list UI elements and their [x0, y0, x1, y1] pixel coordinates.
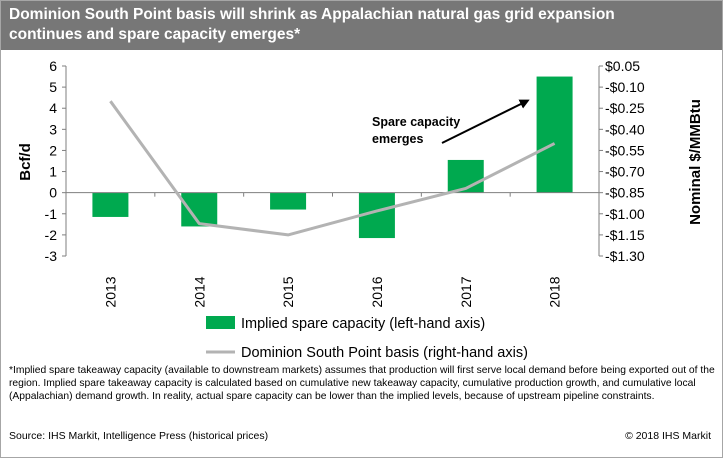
- right-axis-tick-label: -$0.55: [605, 142, 645, 158]
- legend-bar-label: Implied spare capacity (left-hand axis): [241, 316, 485, 332]
- left-axis-tick-label: -2: [45, 227, 58, 243]
- category-label-2014: 2014: [191, 276, 207, 307]
- right-axis-tick-label: -$0.70: [605, 164, 645, 180]
- category-label-2016: 2016: [369, 276, 385, 307]
- left-axis-tick-label: 1: [49, 164, 57, 180]
- category-label-2013: 2013: [102, 276, 118, 307]
- left-axis-tick-label: 2: [49, 142, 57, 158]
- plot-area: 6 5 4 3 2 1 0 -1 -2 -3 $0.05 -$0.10 -$0.25 -$0.40 -$0.…: [45, 58, 645, 308]
- annotation-line-1: Spare capacity: [372, 115, 460, 129]
- right-axis-tick-label: $0.05: [605, 58, 640, 74]
- category-label-2018: 2018: [547, 276, 563, 307]
- right-axis-tick-label: -$0.85: [605, 185, 645, 201]
- source-note: Source: IHS Markit, Intelligence Press (…: [9, 430, 269, 442]
- right-axis-tick-label: -$1.15: [605, 227, 645, 243]
- right-axis-label: Nominal $/MMBtu: [687, 99, 704, 225]
- left-axis-tick-label: 4: [49, 100, 57, 116]
- right-axis-tick-label: -$1.30: [605, 248, 645, 264]
- left-axis-tick-label: 0: [49, 185, 57, 201]
- copyright-note: © 2018 IHS Markit: [625, 430, 711, 442]
- left-axis-tick-label: 3: [49, 121, 57, 137]
- left-axis-tick-label: 6: [49, 58, 57, 74]
- chart-title-line-1: Dominion South Point basis will shrink a…: [9, 6, 615, 23]
- chart-header: Dominion South Point basis will shrink a…: [1, 1, 722, 50]
- legend-bar-swatch: [206, 316, 235, 329]
- category-label-2017: 2017: [458, 276, 474, 307]
- bar-2013: [92, 192, 129, 217]
- legend-line-label: Dominion South Point basis (right-hand a…: [241, 345, 528, 361]
- annotation-arrow: [441, 99, 530, 144]
- category-label-2015: 2015: [280, 276, 296, 307]
- left-axis-tick-label: -3: [45, 248, 58, 264]
- bar-2015: [270, 192, 307, 210]
- footnote: *Implied spare takeaway capacity (availa…: [9, 365, 715, 402]
- chart-title-line-2: continues and spare capacity emerges*: [9, 26, 301, 43]
- annotation-line-2: emerges: [372, 132, 423, 146]
- right-axis-tick-label: -$0.40: [605, 121, 645, 137]
- bar-2018: [536, 76, 573, 193]
- left-axis-tick-label: 5: [49, 79, 57, 95]
- right-axis-tick-label: -$0.10: [605, 79, 645, 95]
- left-axis-label: Bcf/d: [17, 143, 34, 181]
- left-axis-tick-label: -1: [45, 206, 58, 222]
- right-axis-tick-label: -$0.25: [605, 100, 645, 116]
- basis-line: [109, 100, 556, 237]
- right-axis-tick-label: -$1.00: [605, 206, 645, 222]
